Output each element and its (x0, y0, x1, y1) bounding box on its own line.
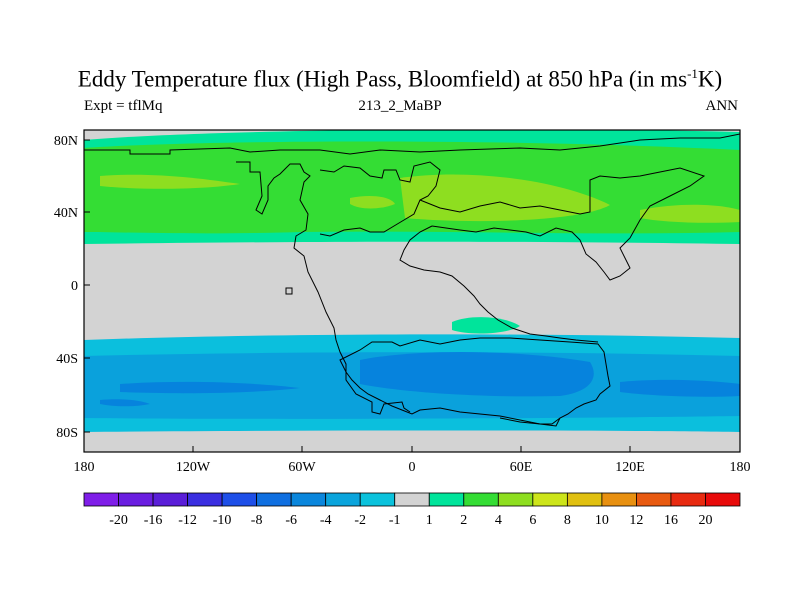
lat-label: 40S (56, 352, 78, 367)
lon-label: 120E (615, 460, 645, 475)
colorbar-box (601, 492, 637, 507)
lat-label: 80N (54, 134, 78, 149)
field-south-4b (120, 381, 300, 394)
coastline-antarctica (339, 337, 611, 425)
colorbar-box (636, 492, 672, 507)
colorbar-box (497, 492, 534, 507)
lat-labels: 80N 40N 0 40S 80S (54, 134, 78, 441)
colorbar-label: 8 (564, 513, 571, 528)
colorbar: -20 -16 -12 -10 -8 -6 -4 -2 -1 1 2 4 6 8 10 12 16 20 (83, 492, 741, 528)
coastline-eurasia (419, 167, 706, 281)
colorbar-label: 6 (529, 513, 536, 528)
colorbar-label: -20 (109, 513, 128, 528)
colorbar-box (325, 492, 361, 507)
colorbar-box (187, 492, 223, 507)
colorbar-label: -8 (251, 513, 263, 528)
colorbar-box (256, 492, 292, 507)
map-ticks (83, 139, 741, 452)
field-north-4d (640, 204, 740, 223)
lon-label: 60W (288, 460, 316, 475)
colorbar-box (394, 492, 430, 507)
title-superscript: -1 (687, 66, 698, 81)
period-label: ANN (705, 98, 739, 114)
case-label: 213_2_MaBP (358, 98, 442, 114)
lon-label: 180 (74, 460, 95, 475)
lon-labels: 180 120W 60W 0 60E 120E 180 (74, 460, 751, 475)
title-text: Eddy Temperature flux (High Pass, Bloomf… (77, 66, 688, 92)
field-south-4a (360, 351, 594, 397)
colorbar-box (428, 492, 465, 507)
field-south-4d (100, 399, 150, 407)
lon-label: 60E (510, 460, 533, 475)
lat-label: 80S (56, 426, 78, 441)
colorbar-label: -1 (389, 513, 401, 528)
lon-label: 0 (409, 460, 416, 475)
colorbar-label: -6 (285, 513, 297, 528)
coastline-africa (399, 225, 599, 343)
colorbar-box (566, 492, 603, 507)
colorbar-box (532, 492, 568, 507)
colorbar-label: -4 (320, 513, 332, 528)
map-field (84, 130, 740, 452)
title-text-end: K) (697, 66, 723, 92)
colorbar-label: -2 (354, 513, 366, 528)
colorbar-box (221, 492, 258, 507)
lat-label: 40N (54, 206, 78, 221)
lon-label: 180 (730, 460, 751, 475)
colorbar-box (152, 492, 188, 507)
colorbar-box (83, 492, 119, 507)
colorbar-label: -12 (178, 513, 197, 528)
colorbar-label: 20 (698, 513, 712, 528)
colorbar-label: 10 (595, 513, 609, 528)
experiment-label: Expt = tflMq (84, 98, 163, 114)
map-title: Eddy Temperature flux (High Pass, Bloomf… (0, 66, 800, 93)
colorbar-label: 2 (460, 513, 467, 528)
field-north-4c (350, 196, 395, 209)
colorbar-label: 1 (426, 513, 433, 528)
colorbar-label: 16 (664, 513, 678, 528)
colorbar-label: 12 (629, 513, 643, 528)
colorbar-box (359, 492, 396, 507)
colorbar-box (705, 492, 741, 507)
colorbar-box (290, 492, 327, 507)
field-tropical-patch (452, 317, 520, 334)
field-north-4b (100, 174, 240, 189)
colorbar-box (118, 492, 154, 507)
colorbar-box (670, 492, 706, 507)
coastline-americas (236, 161, 411, 415)
coastline-south-tip (499, 417, 561, 427)
colorbar-label: -16 (144, 513, 163, 528)
colorbar-label: -10 (213, 513, 232, 528)
coastline-small-island (285, 287, 293, 295)
field-south-4c (620, 379, 740, 397)
coastline-north (84, 133, 740, 155)
colorbar-box (463, 492, 499, 507)
colorbar-label: 4 (495, 513, 502, 528)
lon-label: 120W (176, 460, 211, 475)
lat-label: 0 (71, 279, 78, 294)
coastline-greenland (319, 161, 441, 237)
